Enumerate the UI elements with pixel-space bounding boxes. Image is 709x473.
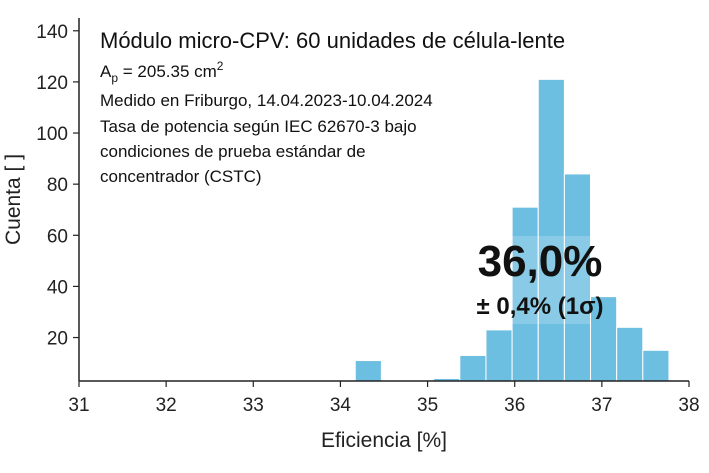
x-tick-label: 36: [504, 395, 525, 416]
histogram-bars: [354, 78, 670, 382]
y-tick-label: 100: [36, 124, 68, 145]
x-tick-label: 34: [330, 395, 352, 416]
highlight-box: 36,0% ± 0,4% (1σ): [477, 236, 604, 324]
histogram-bar: [537, 78, 565, 382]
x-tick-label: 31: [68, 395, 89, 416]
x-tick-labels: 31 32 33 34 35 36 37 38: [68, 381, 700, 416]
annotation-line-4: concentrador (CSTC): [100, 167, 262, 186]
annotation-area: Ap = 205.35 cm2: [100, 59, 224, 85]
histogram-bar: [485, 329, 513, 382]
y-tick-label: 60: [47, 226, 68, 247]
annotation-title: Módulo micro-CPV: 60 unidades de célula-…: [100, 28, 565, 53]
histogram-bar: [354, 360, 382, 382]
x-tick-label: 37: [591, 395, 612, 416]
y-tick-label: 80: [47, 175, 68, 196]
x-tick-label: 33: [243, 395, 264, 416]
histogram-bar: [642, 349, 670, 382]
y-axis-label: Cuenta [ ]: [2, 154, 25, 245]
y-tick-label: 40: [47, 277, 68, 298]
axes: [78, 18, 689, 382]
y-tick-label: 120: [36, 73, 68, 94]
x-tick-label: 35: [417, 395, 438, 416]
histogram-bar: [616, 326, 644, 382]
highlight-background: [486, 236, 590, 324]
x-axis-label: Eficiencia [%]: [321, 429, 447, 452]
histogram-bar: [459, 354, 487, 382]
annotation-line-3: condiciones de prueba estándar de: [100, 142, 366, 161]
y-tick-labels: 20 40 60 80 100 120 140: [36, 22, 79, 350]
efficiency-uncertainty: ± 0,4% (1σ): [477, 293, 604, 320]
annotation-line-1: Medido en Friburgo, 14.04.2023-10.04.202…: [100, 91, 433, 110]
y-tick-label: 140: [36, 22, 68, 43]
annotation-line-2: Tasa de potencia según IEC 62670-3 bajo: [100, 117, 417, 136]
annotation-block: Módulo micro-CPV: 60 unidades de célula-…: [100, 28, 565, 186]
y-tick-label: 20: [47, 329, 68, 350]
efficiency-value: 36,0%: [478, 237, 603, 286]
x-tick-label: 32: [156, 395, 177, 416]
x-tick-label: 38: [678, 395, 699, 416]
